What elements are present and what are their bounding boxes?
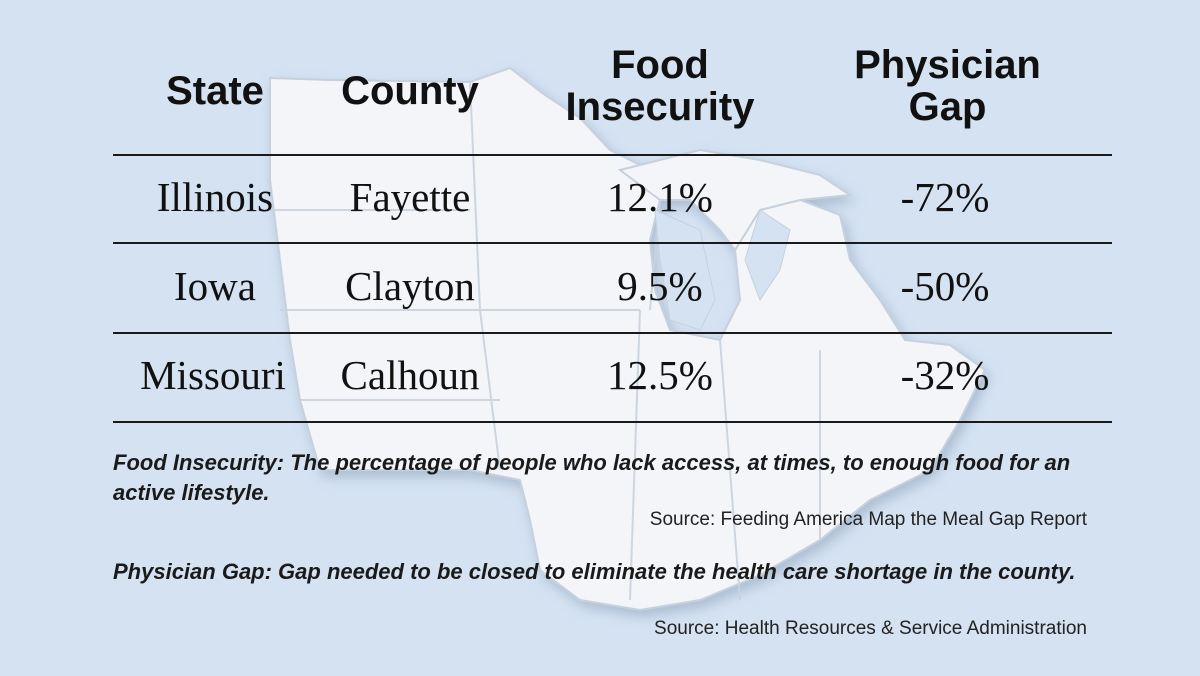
cell-state: Illinois <box>156 174 274 220</box>
table-rule-header <box>113 154 1112 156</box>
table-rule-3 <box>113 421 1112 423</box>
col-header-state: State <box>166 69 264 113</box>
table-rule-1 <box>113 242 1112 244</box>
cell-county: Fayette <box>349 174 471 220</box>
physician-gap-source: Source: Health Resources & Service Admin… <box>654 618 1087 639</box>
cell-state: Missouri <box>140 352 286 398</box>
col-header-county: County <box>341 69 479 113</box>
food-insecurity-definition: Food Insecurity: The percentage of peopl… <box>113 450 1071 505</box>
cell-food-insecurity: 12.5% <box>607 352 713 398</box>
col-header-food-insecurity: Food Insecurity <box>565 43 755 129</box>
cell-physician-gap: -50% <box>900 263 990 309</box>
cell-physician-gap: -72% <box>900 174 990 220</box>
physician-gap-definition: Physician Gap: Gap needed to be closed t… <box>113 559 1076 584</box>
col-header-physician-gap: Physician Gap <box>854 43 1041 129</box>
cell-food-insecurity: 12.1% <box>607 174 713 220</box>
cell-county: Calhoun <box>340 352 480 398</box>
cell-state: Iowa <box>174 263 256 309</box>
table-rule-2 <box>113 332 1112 334</box>
food-insecurity-source: Source: Feeding America Map the Meal Gap… <box>649 509 1087 530</box>
cell-physician-gap: -32% <box>900 352 990 398</box>
cell-food-insecurity: 9.5% <box>617 263 703 309</box>
cell-county: Clayton <box>345 263 475 309</box>
